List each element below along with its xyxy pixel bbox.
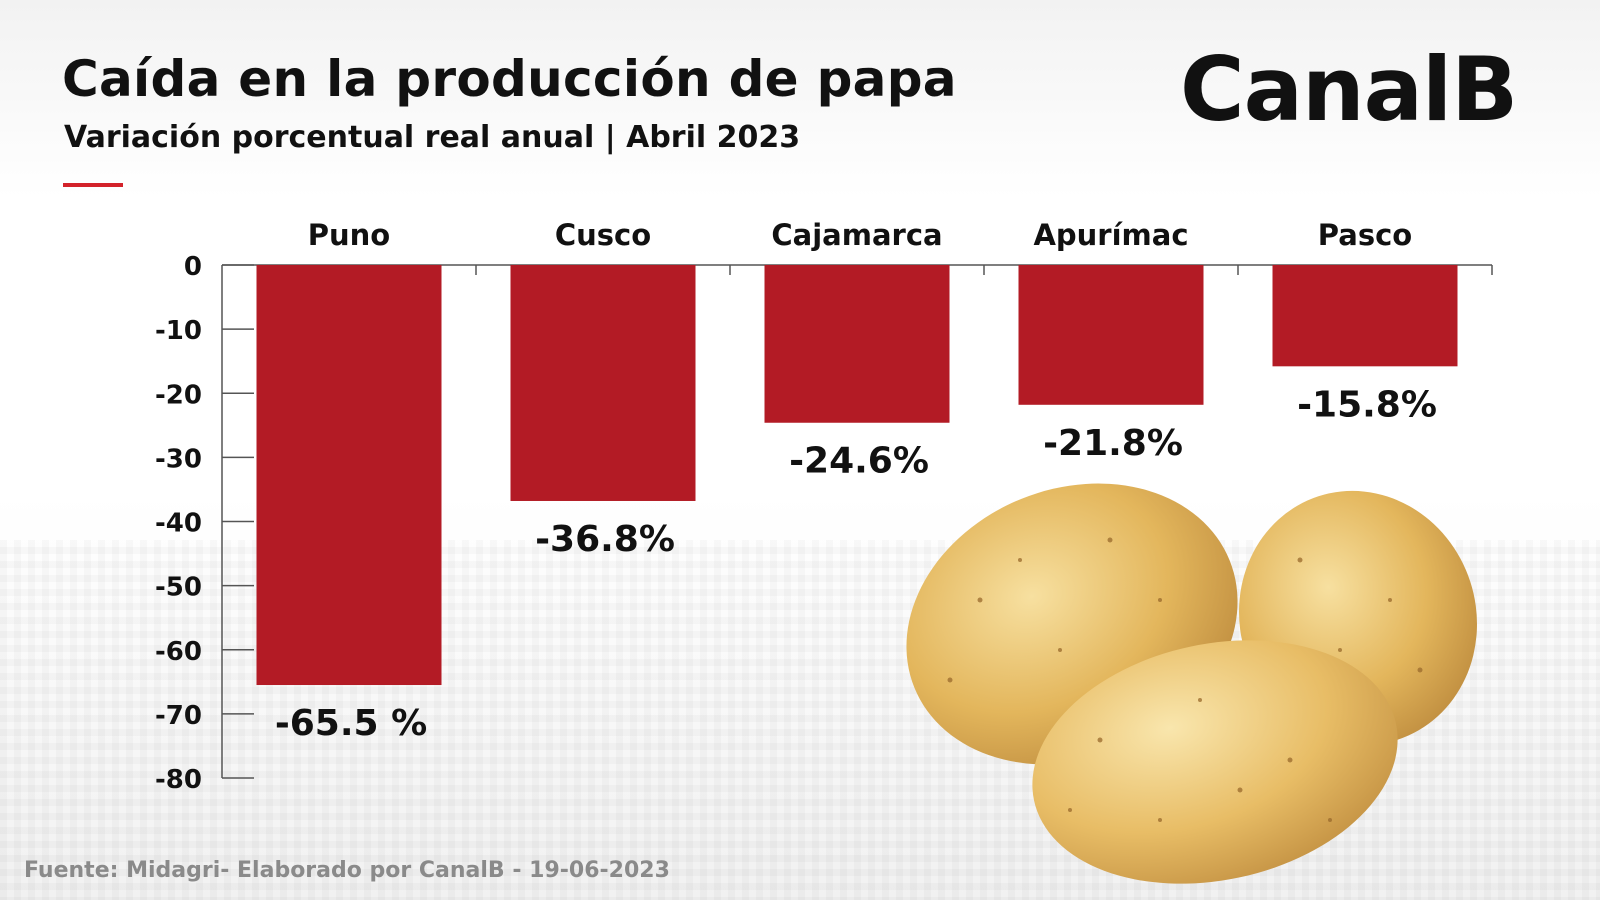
x-tick-label: Cusco [555,218,651,252]
bar [764,265,950,423]
data-label: -15.8% [1297,384,1437,425]
x-tick-label: Pasco [1318,218,1412,252]
data-label: -36.8% [535,519,675,560]
accent-line [63,183,123,187]
chart-title: Caída en la producción de papa [62,50,957,108]
data-label: -24.6% [789,441,929,482]
bar [510,265,696,501]
chart-subtitle: Variación porcentual real anual | Abril … [64,120,801,155]
y-tick-label: -50 [155,573,202,603]
y-tick-label: -20 [155,380,202,410]
source-note: Fuente: Midagri- Elaborado por CanalB - … [24,858,670,883]
x-tick-label: Cajamarca [771,218,942,252]
y-tick-label: -80 [155,765,202,795]
y-tick-label: 0 [184,252,202,282]
y-tick-label: -10 [155,316,202,346]
data-label: -65.5 % [275,703,427,744]
x-tick-label: Puno [308,218,390,252]
bar [256,265,442,686]
bar [1018,265,1204,405]
data-label: -21.8% [1043,423,1183,464]
y-tick-label: -40 [155,509,202,539]
y-tick-label: -70 [155,701,202,731]
bar [1272,265,1458,367]
y-tick-label: -60 [155,637,202,667]
y-tick-label: -30 [155,444,202,474]
brand-logo: CanalB [1180,38,1518,141]
x-tick-label: Apurímac [1033,218,1188,252]
